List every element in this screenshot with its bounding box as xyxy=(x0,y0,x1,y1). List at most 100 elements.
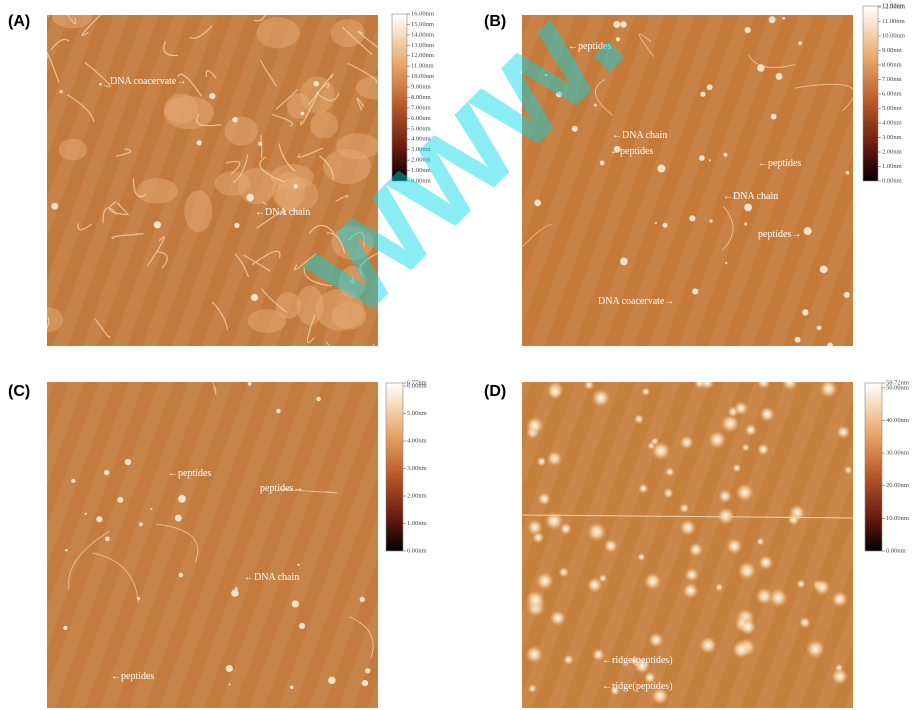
ridge xyxy=(731,640,751,660)
ridge xyxy=(583,382,595,391)
colorbar-label: 3.00nm xyxy=(407,465,427,472)
particle xyxy=(724,261,728,265)
panel-label: (D) xyxy=(484,383,506,400)
image-stripes xyxy=(522,15,853,346)
particle xyxy=(291,600,299,608)
ridge xyxy=(558,566,570,578)
particle xyxy=(65,548,68,552)
particle xyxy=(290,685,294,690)
ridge xyxy=(732,463,742,473)
scan-line xyxy=(522,514,853,519)
annotation: peptides→ xyxy=(758,229,801,240)
particle xyxy=(300,111,305,116)
ridge xyxy=(707,430,727,450)
colorbar-label: 2.00nm xyxy=(411,157,431,164)
ridge xyxy=(633,414,644,425)
particle xyxy=(258,141,263,146)
coacervate xyxy=(355,76,378,100)
ridge xyxy=(756,382,771,390)
ridge xyxy=(537,492,552,506)
ridge xyxy=(831,590,849,608)
coacervate xyxy=(296,285,324,326)
colorbar-label: 5.00nm xyxy=(411,125,431,132)
particle xyxy=(620,257,628,266)
particle xyxy=(228,683,231,686)
particle xyxy=(246,193,255,202)
colorbar-label: 58.72nm xyxy=(886,379,909,386)
ridge xyxy=(598,574,608,583)
colorbar-label: 11.00nm xyxy=(882,18,905,25)
colorbar-label: 8.00nm xyxy=(411,94,431,101)
colorbar-label: 4.00nm xyxy=(882,119,902,126)
afm-image xyxy=(47,382,378,708)
particle xyxy=(328,676,336,685)
colorbar-label: 12.92nm xyxy=(882,2,905,9)
particle xyxy=(555,91,562,98)
colorbar-label: 1.00nm xyxy=(411,167,431,174)
dna-chain xyxy=(522,33,853,251)
ridge xyxy=(768,587,788,608)
coacervate xyxy=(275,292,302,319)
particle xyxy=(316,396,321,402)
particle xyxy=(276,408,281,414)
colorbar-label: 3.00nm xyxy=(411,146,431,153)
particle xyxy=(723,152,728,157)
particle xyxy=(615,37,621,42)
colorbar-label: 16.00nm xyxy=(411,10,434,17)
coacervate xyxy=(271,172,306,211)
colorbar-label: 6.00nm xyxy=(407,383,427,390)
particle xyxy=(620,21,627,28)
ridge xyxy=(549,609,566,627)
coacervate xyxy=(275,177,319,213)
particle xyxy=(231,589,239,597)
annotation: ←DNA chain xyxy=(723,191,778,202)
particle xyxy=(365,668,371,674)
panel: (D) ←ridge(peptides) ←ridge(peptides) 58.72… xyxy=(484,379,909,708)
panel-label: (A) xyxy=(8,13,30,30)
particle xyxy=(845,170,850,175)
panel: (C) ←peptides peptides→ ←DNA chain ←peptides… xyxy=(8,379,427,708)
particle xyxy=(103,469,110,476)
coacervate xyxy=(270,164,314,190)
annotation: ←peptides xyxy=(568,41,611,52)
coacervate xyxy=(315,288,365,331)
particle xyxy=(105,536,110,542)
colorbar-label: 4.00nm xyxy=(411,136,431,143)
coacervate xyxy=(136,178,178,204)
particle xyxy=(137,596,141,601)
colorbar-label: 0.00nm xyxy=(411,177,431,184)
particle xyxy=(534,199,541,207)
annotation: ←DNA chain xyxy=(244,572,299,583)
colorbar-label: 20.00nm xyxy=(886,482,909,489)
particle xyxy=(709,219,713,223)
particle xyxy=(816,325,822,331)
ridge xyxy=(758,554,774,571)
coacervate xyxy=(336,133,378,160)
ridge xyxy=(526,519,543,536)
colorbar-label: 8.00nm xyxy=(882,61,902,68)
dna-network xyxy=(47,15,378,346)
particle xyxy=(757,64,765,72)
particle xyxy=(654,221,658,225)
particle xyxy=(798,41,803,46)
ridge xyxy=(831,667,849,686)
ridge xyxy=(651,687,669,705)
particle xyxy=(178,572,184,578)
annotation: ←peptides xyxy=(610,146,653,157)
coacervate xyxy=(331,301,367,330)
colorbar-label: 5.00nm xyxy=(882,105,902,112)
particle xyxy=(359,596,365,603)
coacervate xyxy=(164,93,199,124)
annotation: DNA coacervate→ xyxy=(110,76,186,87)
ridge xyxy=(648,632,665,648)
particle xyxy=(313,80,319,87)
particle xyxy=(744,203,752,212)
ridge xyxy=(720,413,740,433)
particle xyxy=(613,20,621,28)
particle xyxy=(599,160,605,166)
annotation: ←peptides xyxy=(758,158,801,169)
annotation: ←ridge(peptides) xyxy=(602,681,673,692)
coacervate xyxy=(51,15,93,29)
ridge xyxy=(536,456,547,467)
